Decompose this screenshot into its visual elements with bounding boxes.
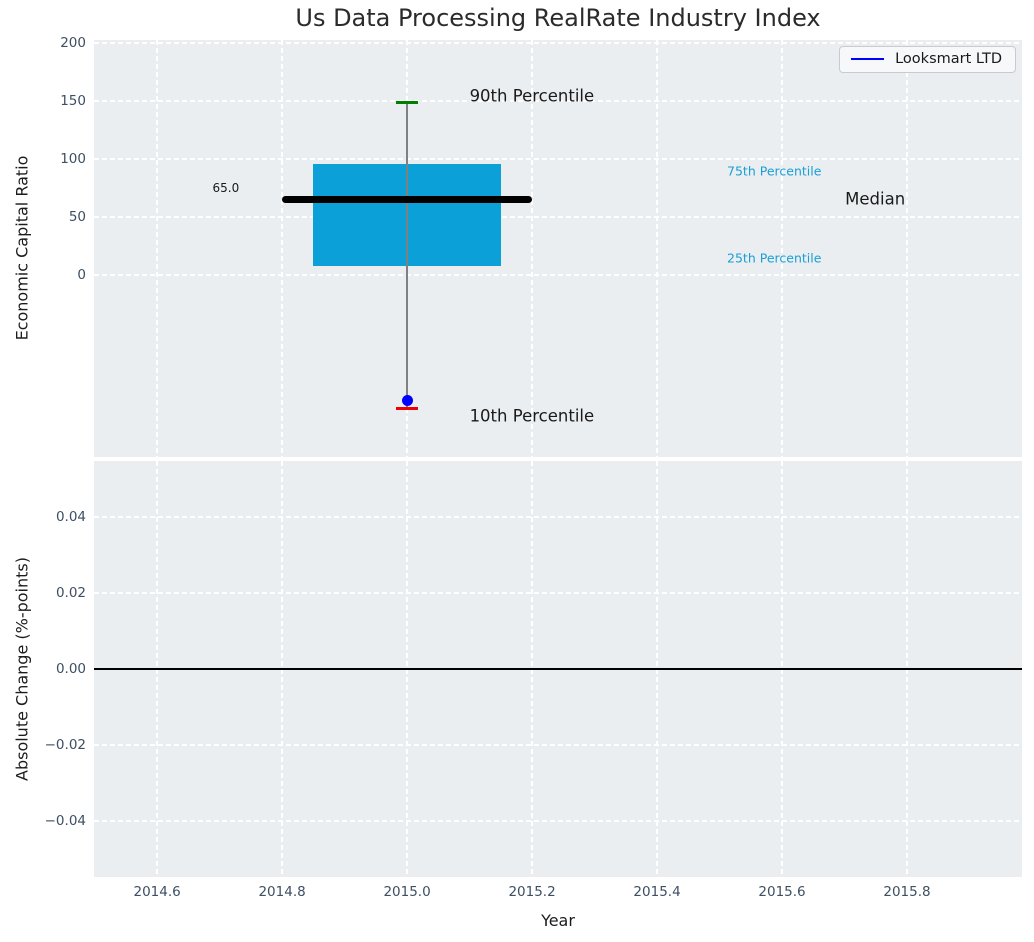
x-tick-label: 2014.8 xyxy=(258,884,306,900)
zero-baseline xyxy=(94,668,1022,670)
gridline-horizontal xyxy=(94,100,1022,103)
median-line xyxy=(282,196,533,204)
annotation-25th-percentile: 25th Percentile xyxy=(727,250,822,266)
gridline-horizontal xyxy=(94,274,1022,277)
gridline-vertical xyxy=(156,40,159,457)
annotation-90th-percentile: 90th Percentile xyxy=(469,86,595,106)
y-tick-label: 0.04 xyxy=(55,508,86,525)
gridline-vertical xyxy=(531,40,534,457)
y-tick-label: 0 xyxy=(77,267,86,284)
legend-label: Looksmart LTD xyxy=(895,51,1002,67)
x-tick-label: 2015.6 xyxy=(758,884,806,900)
annotation-65-0: 65.0 xyxy=(212,181,240,196)
y-tick-label: 0.00 xyxy=(55,661,86,677)
y-tick-label: 50 xyxy=(68,209,86,226)
gridline-vertical xyxy=(656,40,659,457)
annotation-75th-percentile: 75th Percentile xyxy=(727,163,822,179)
y-tick-label: −0.02 xyxy=(44,737,86,754)
y-tick-label: 100 xyxy=(60,151,86,168)
annotation-10th-percentile: 10th Percentile xyxy=(469,406,595,426)
gridline-horizontal xyxy=(94,158,1022,161)
cap-90th-percentile xyxy=(396,101,418,105)
legend-line-swatch xyxy=(851,58,885,60)
gridline-vertical xyxy=(281,40,284,457)
x-axis-label: Year xyxy=(541,911,575,930)
gridline-horizontal xyxy=(94,216,1022,219)
y-tick-label: 200 xyxy=(60,35,86,52)
gridline-horizontal xyxy=(94,591,1022,594)
gridline-horizontal xyxy=(94,744,1022,747)
gridline-horizontal xyxy=(94,820,1022,823)
gridline-horizontal xyxy=(94,42,1022,45)
x-tick-label: 2015.2 xyxy=(508,884,556,900)
chart-title: Us Data Processing RealRate Industry Ind… xyxy=(295,4,821,32)
x-tick-label: 2015.8 xyxy=(883,884,931,900)
legend: Looksmart LTD xyxy=(839,46,1016,73)
gridline-vertical xyxy=(781,40,784,457)
x-tick-label: 2015.4 xyxy=(633,884,681,900)
axes-top-subplot xyxy=(94,40,1022,457)
axes-bottom-subplot xyxy=(94,461,1022,877)
gridline-vertical xyxy=(906,40,908,457)
y-tick-label: −0.04 xyxy=(44,813,86,830)
annotation-median: Median xyxy=(845,189,906,209)
cap-10th-percentile xyxy=(396,406,418,410)
y-axis-label-top: Economic Capital Ratio xyxy=(12,155,32,341)
x-tick-label: 2015.0 xyxy=(383,884,431,900)
gridline-horizontal xyxy=(94,515,1022,518)
y-tick-label: 150 xyxy=(60,93,86,110)
y-tick-label: 0.02 xyxy=(55,584,86,601)
y-axis-label-bottom: Absolute Change (%-points) xyxy=(12,557,32,781)
company-point-looksmart-ltd xyxy=(401,394,413,406)
whisker-line xyxy=(406,102,408,409)
x-tick-label: 2014.6 xyxy=(133,884,181,900)
